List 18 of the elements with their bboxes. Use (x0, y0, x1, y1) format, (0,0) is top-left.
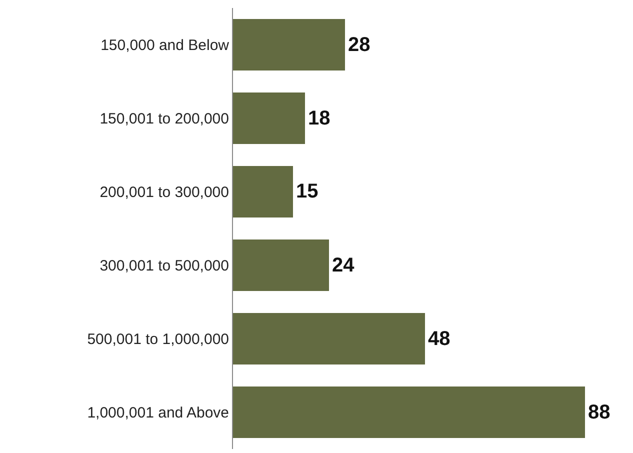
bar (233, 240, 329, 291)
bar (233, 166, 293, 218)
bar (233, 19, 345, 70)
bar (233, 313, 425, 364)
data-label: 88 (588, 401, 610, 424)
data-label: 15 (296, 180, 318, 203)
bar (233, 92, 305, 144)
y-tick-label: 500,001 to 1,000,000 (87, 331, 229, 348)
y-tick-label: 1,000,001 and Above (87, 404, 229, 422)
y-tick-label: 150,001 to 200,000 (100, 110, 229, 128)
y-tick-label: 200,001 to 300,000 (100, 184, 229, 201)
data-label: 18 (308, 107, 330, 130)
data-label: 48 (428, 328, 450, 350)
y-tick-label: 300,001 to 500,000 (100, 258, 229, 274)
data-label: 24 (332, 254, 356, 276)
y-tick-label: 150,000 and Below (100, 37, 230, 54)
data-label: 28 (348, 34, 370, 56)
bar (233, 386, 585, 438)
